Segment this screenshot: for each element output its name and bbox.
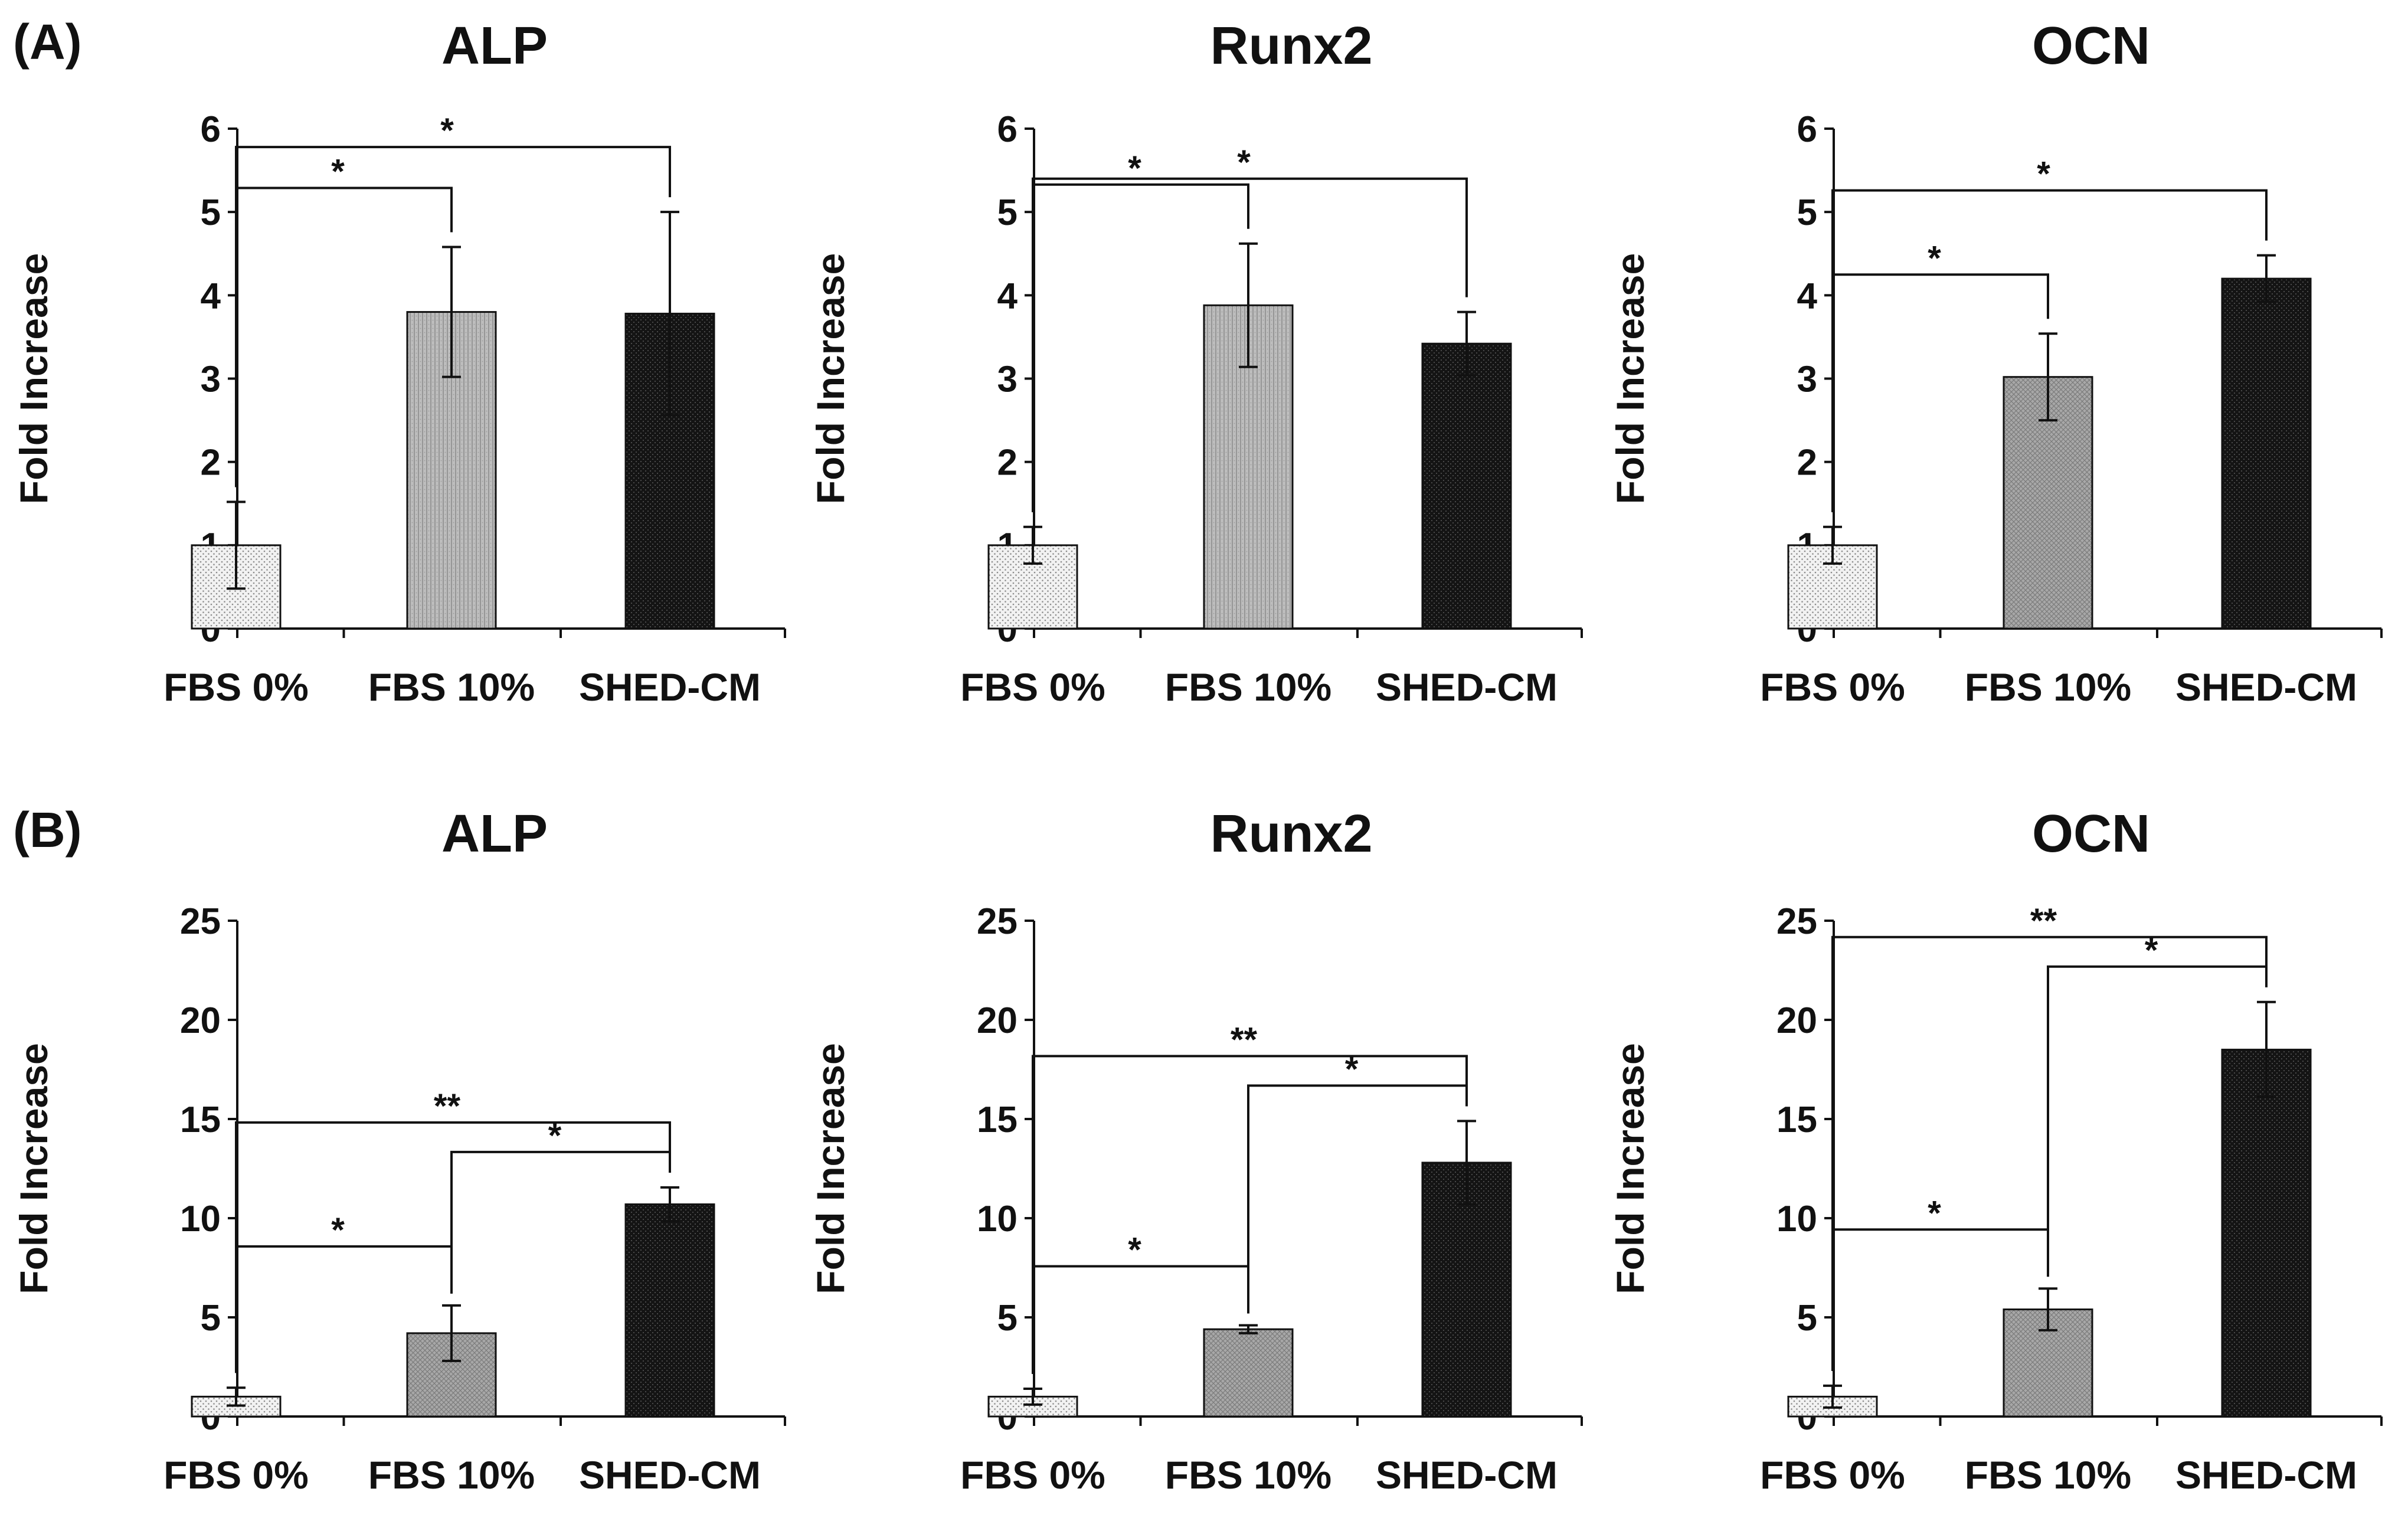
- significance-label-2: *: [2037, 155, 2050, 194]
- category-label: FBS 10%: [1965, 665, 2131, 709]
- y-tick-label: 4: [201, 276, 221, 316]
- significance-label-2: *: [2145, 931, 2158, 970]
- significance-label-2: *: [440, 112, 454, 150]
- significance-bracket-3: [1831, 935, 2268, 1371]
- category-label: SHED-CM: [1376, 665, 1558, 709]
- y-tick-label: 3: [1797, 359, 1817, 400]
- significance-label-1: *: [331, 152, 345, 191]
- significance-bracket-3: [235, 1121, 671, 1373]
- bar-3: [624, 1203, 715, 1418]
- category-label: SHED-CM: [579, 665, 761, 709]
- y-tick-label: 25: [180, 901, 221, 942]
- y-tick-label: 20: [977, 1000, 1017, 1041]
- category-label: FBS 10%: [1165, 665, 1331, 709]
- significance-label-1: *: [1128, 1231, 1141, 1269]
- significance-label-2: *: [1237, 143, 1251, 182]
- y-tick-label: 10: [1776, 1199, 1817, 1239]
- y-tick-label: 4: [997, 276, 1018, 316]
- bar-3: [1421, 342, 1512, 630]
- bar-3: [2221, 277, 2312, 630]
- y-axis-label: Fold Increase: [809, 1043, 852, 1294]
- category-label: SHED-CM: [2175, 665, 2357, 709]
- panel-label-a: (A): [13, 14, 82, 70]
- y-tick-label: 5: [997, 1298, 1017, 1339]
- bar-3: [2221, 1048, 2312, 1418]
- category-label: FBS 10%: [1965, 1453, 2131, 1497]
- significance-label-1: *: [331, 1211, 345, 1249]
- significance-bracket-3: [1032, 1055, 1468, 1374]
- y-tick-label: 6: [1797, 109, 1817, 150]
- y-tick-label: 5: [201, 1298, 221, 1339]
- y-tick-label: 2: [997, 443, 1017, 483]
- panel-label-b: (B): [13, 802, 82, 858]
- significance-label-3: **: [434, 1087, 461, 1126]
- y-tick-label: 5: [1797, 1298, 1817, 1339]
- y-tick-label: 25: [1776, 901, 1817, 942]
- significance-label-1: *: [1928, 1194, 1941, 1232]
- y-tick-label: 15: [977, 1100, 1017, 1140]
- y-tick-label: 5: [997, 192, 1017, 233]
- chart-title: OCN: [2032, 804, 2150, 863]
- chart-title: ALP: [441, 804, 548, 863]
- chart-title: ALP: [441, 17, 548, 76]
- category-label: FBS 0%: [960, 665, 1105, 709]
- y-axis-label: Fold Increase: [1608, 253, 1652, 505]
- category-label: FBS 0%: [960, 1453, 1105, 1497]
- category-label: FBS 10%: [368, 665, 535, 709]
- y-tick-label: 5: [201, 192, 221, 233]
- category-label: SHED-CM: [579, 1453, 761, 1497]
- y-tick-label: 20: [1776, 1000, 1817, 1041]
- significance-label-2: *: [548, 1117, 562, 1155]
- category-label: FBS 0%: [163, 1453, 309, 1497]
- category-label: FBS 0%: [1760, 1453, 1905, 1497]
- y-tick-label: 15: [180, 1100, 221, 1140]
- y-tick-label: 3: [997, 359, 1017, 400]
- significance-label-3: **: [2030, 902, 2057, 940]
- significance-label-3: **: [1231, 1020, 1258, 1059]
- chart-title: OCN: [2032, 17, 2150, 76]
- significance-bracket-2: [1032, 177, 1468, 512]
- category-label: FBS 10%: [1165, 1453, 1331, 1497]
- y-tick-label: 10: [180, 1199, 221, 1239]
- bar-2: [1203, 304, 1294, 630]
- y-tick-label: 2: [1797, 443, 1817, 483]
- y-tick-label: 6: [997, 109, 1017, 150]
- significance-label-1: *: [1928, 239, 1941, 277]
- y-tick-label: 3: [201, 359, 221, 400]
- significance-bracket-2: [235, 146, 671, 488]
- y-axis-label: Fold Increase: [809, 253, 852, 505]
- y-axis-label: Fold Increase: [12, 253, 55, 505]
- y-axis-label: Fold Increase: [12, 1043, 55, 1294]
- y-axis-label: Fold Increase: [1608, 1043, 1652, 1294]
- y-tick-label: 25: [977, 901, 1017, 942]
- y-tick-label: 5: [1797, 192, 1817, 233]
- category-label: SHED-CM: [1376, 1453, 1558, 1497]
- y-tick-label: 10: [977, 1199, 1017, 1239]
- category-label: FBS 0%: [163, 665, 309, 709]
- chart-title: Runx2: [1210, 17, 1372, 76]
- significance-label-1: *: [1128, 149, 1141, 188]
- category-label: SHED-CM: [2175, 1453, 2357, 1497]
- significance-bracket-2: [1831, 189, 2268, 512]
- significance-label-2: *: [1345, 1050, 1359, 1088]
- y-tick-label: 6: [201, 109, 221, 150]
- chart-title: Runx2: [1210, 804, 1372, 863]
- y-tick-label: 2: [201, 443, 221, 483]
- y-tick-label: 20: [180, 1000, 221, 1041]
- bar-2: [1203, 1328, 1294, 1418]
- category-label: FBS 10%: [368, 1453, 535, 1497]
- category-label: FBS 0%: [1760, 665, 1905, 709]
- y-tick-label: 15: [1776, 1100, 1817, 1140]
- y-tick-label: 4: [1797, 276, 1818, 316]
